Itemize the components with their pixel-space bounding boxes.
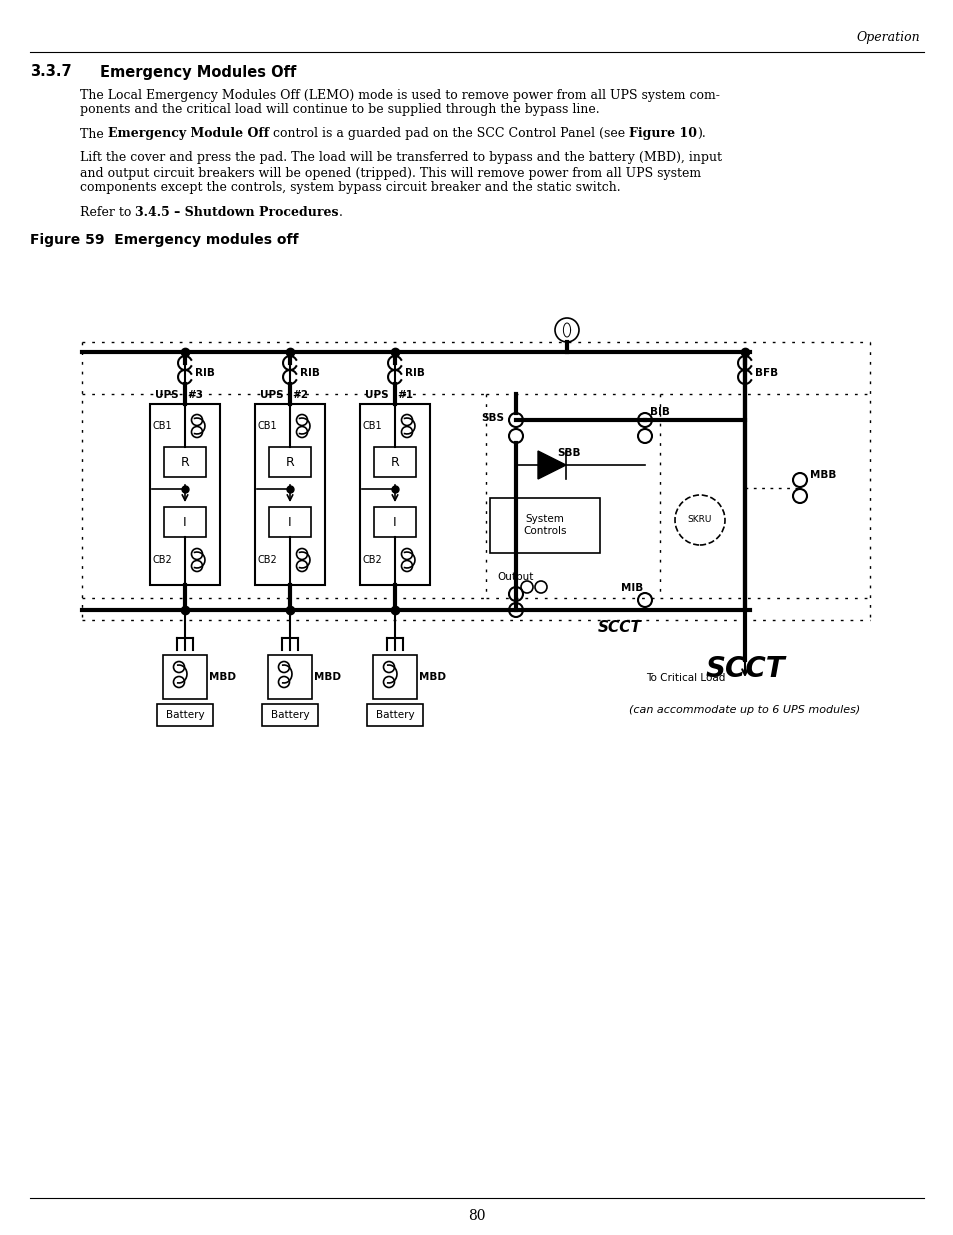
Text: Battery: Battery xyxy=(375,710,414,720)
Text: #2: #2 xyxy=(292,390,308,400)
Text: RIB: RIB xyxy=(405,368,424,378)
Text: ponents and the critical load will continue to be supplied through the bypass li: ponents and the critical load will conti… xyxy=(80,104,599,116)
Text: The Local Emergency Modules Off (LEMO) mode is used to remove power from all UPS: The Local Emergency Modules Off (LEMO) m… xyxy=(80,89,720,101)
Text: MBD: MBD xyxy=(209,672,235,682)
Text: and output circuit breakers will be opened (tripped). This will remove power fro: and output circuit breakers will be open… xyxy=(80,167,700,179)
Text: SCCT: SCCT xyxy=(704,655,784,683)
Text: Figure 10: Figure 10 xyxy=(628,127,697,141)
Text: SBS: SBS xyxy=(480,412,503,424)
Text: I: I xyxy=(393,515,396,529)
Text: CB1: CB1 xyxy=(363,421,382,431)
Text: Emergency Modules Off: Emergency Modules Off xyxy=(100,64,296,79)
Bar xyxy=(490,498,599,553)
Text: UPS: UPS xyxy=(154,390,178,400)
Text: components except the controls, system bypass circuit breaker and the static swi: components except the controls, system b… xyxy=(80,182,620,194)
Text: BFB: BFB xyxy=(754,368,778,378)
Text: CB2: CB2 xyxy=(363,555,382,564)
Text: The: The xyxy=(80,127,108,141)
Bar xyxy=(150,404,220,585)
Bar xyxy=(163,655,207,699)
Text: SCCT: SCCT xyxy=(598,620,641,636)
Text: CB2: CB2 xyxy=(152,555,172,564)
Text: 3.4.5 – Shutdown Procedures: 3.4.5 – Shutdown Procedures xyxy=(135,205,338,219)
Text: (can accommodate up to 6 UPS modules): (can accommodate up to 6 UPS modules) xyxy=(629,705,860,715)
Text: Refer to: Refer to xyxy=(80,205,135,219)
Text: UPS: UPS xyxy=(260,390,283,400)
Bar xyxy=(254,404,325,585)
Text: R: R xyxy=(390,456,399,468)
Bar xyxy=(367,704,422,726)
Text: 80: 80 xyxy=(468,1209,485,1223)
Bar xyxy=(157,704,213,726)
Bar xyxy=(269,508,311,537)
Bar xyxy=(164,447,206,477)
Bar xyxy=(269,447,311,477)
Bar xyxy=(164,508,206,537)
Text: CB1: CB1 xyxy=(152,421,172,431)
Text: I: I xyxy=(183,515,187,529)
Text: ).: ). xyxy=(697,127,705,141)
Text: RIB: RIB xyxy=(299,368,319,378)
Text: Emergency Module Off: Emergency Module Off xyxy=(108,127,269,141)
Text: BIB: BIB xyxy=(649,408,669,417)
Text: System
Controls: System Controls xyxy=(522,514,566,536)
Text: CB2: CB2 xyxy=(257,555,277,564)
Bar xyxy=(268,655,312,699)
Text: MIB: MIB xyxy=(620,583,642,593)
Text: To Critical Load: To Critical Load xyxy=(645,673,724,683)
Bar xyxy=(262,704,317,726)
Text: #3: #3 xyxy=(187,390,203,400)
Text: Battery: Battery xyxy=(271,710,309,720)
Text: Operation: Operation xyxy=(856,32,919,44)
Text: 3.3.7: 3.3.7 xyxy=(30,64,71,79)
Text: Output: Output xyxy=(497,572,533,582)
Bar xyxy=(373,655,416,699)
Text: RIB: RIB xyxy=(194,368,214,378)
Text: R: R xyxy=(180,456,190,468)
Polygon shape xyxy=(537,451,565,479)
Text: SKRU: SKRU xyxy=(687,515,712,525)
Text: Lift the cover and press the pad. The load will be transferred to bypass and the: Lift the cover and press the pad. The lo… xyxy=(80,152,721,164)
Bar xyxy=(374,508,416,537)
Text: R: R xyxy=(285,456,294,468)
Text: .: . xyxy=(338,205,342,219)
Bar xyxy=(359,404,430,585)
Text: control is a guarded pad on the SCC Control Panel (see: control is a guarded pad on the SCC Cont… xyxy=(269,127,628,141)
Text: #1: #1 xyxy=(396,390,413,400)
Text: Battery: Battery xyxy=(166,710,204,720)
Text: I: I xyxy=(288,515,292,529)
Text: MBD: MBD xyxy=(314,672,340,682)
Text: MBD: MBD xyxy=(418,672,446,682)
Text: UPS: UPS xyxy=(365,390,388,400)
Text: CB1: CB1 xyxy=(257,421,277,431)
Bar xyxy=(374,447,416,477)
Text: Figure 59  Emergency modules off: Figure 59 Emergency modules off xyxy=(30,233,298,247)
Text: SBB: SBB xyxy=(557,448,579,458)
Text: MBB: MBB xyxy=(809,471,836,480)
